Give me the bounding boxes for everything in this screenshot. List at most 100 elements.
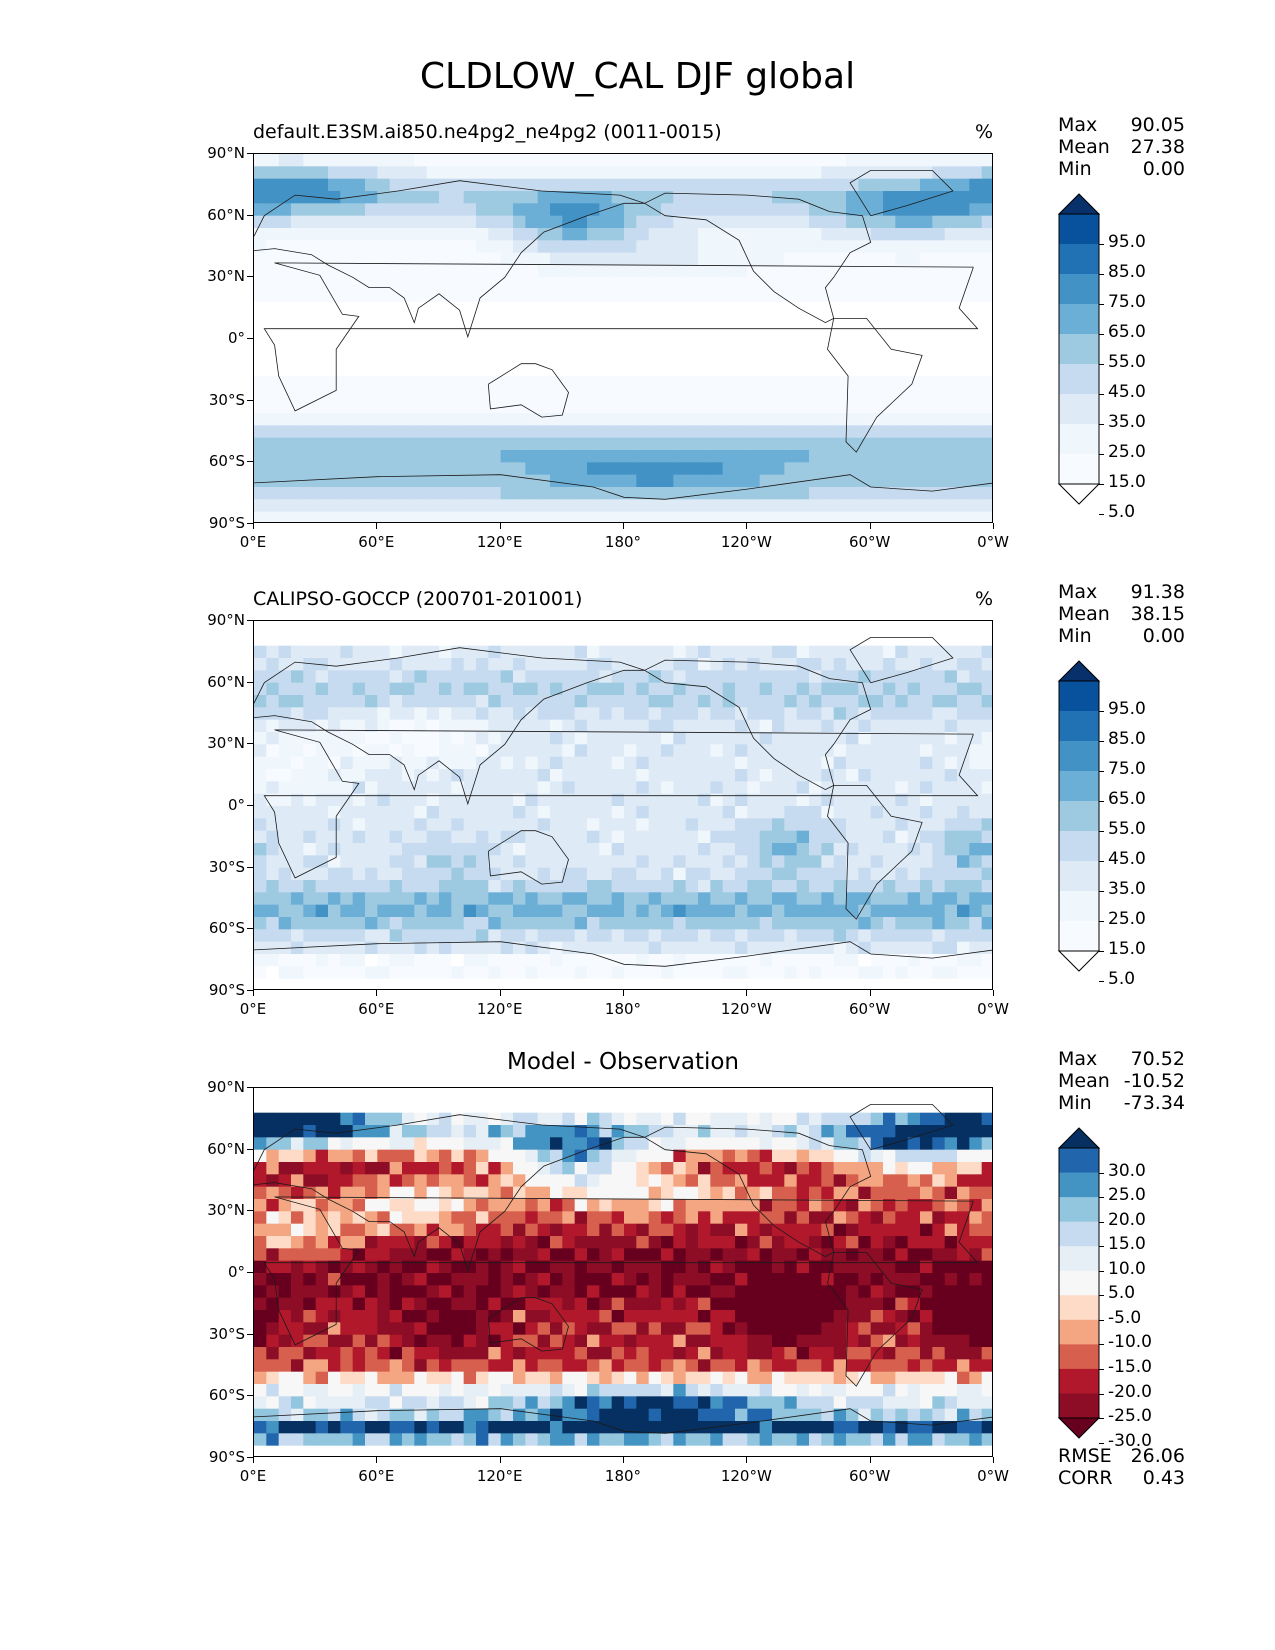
map-cell — [932, 450, 946, 463]
map-cell — [365, 1199, 378, 1212]
map-cell — [759, 228, 773, 241]
map-cell — [476, 326, 489, 340]
map-cell — [735, 793, 748, 807]
map-cell — [821, 707, 835, 721]
map-cell — [957, 867, 970, 881]
map-cell — [661, 425, 674, 439]
map-cell — [377, 499, 391, 513]
map-cell — [624, 215, 637, 229]
map-cell — [895, 252, 909, 266]
map-cell — [858, 929, 872, 943]
map-cell — [698, 1297, 711, 1311]
map-cell — [426, 892, 440, 906]
map-cell — [611, 339, 625, 352]
map-cell — [648, 1371, 662, 1385]
map-cell — [698, 1384, 711, 1397]
map-cell — [303, 326, 317, 340]
map-cell — [722, 621, 736, 634]
map-cell — [661, 645, 674, 659]
map-cell — [574, 892, 588, 906]
lon-tick-mark — [869, 990, 871, 996]
map-cell — [833, 351, 847, 365]
map-cell — [944, 178, 958, 192]
map-cell — [698, 978, 711, 989]
map-cell — [476, 1248, 489, 1262]
map-cell — [944, 682, 958, 696]
map-cell — [574, 744, 588, 758]
map-cell — [525, 756, 539, 770]
lon-tick-mark — [376, 990, 378, 996]
map-cell — [636, 277, 650, 291]
map-cell — [463, 1174, 477, 1188]
colorbar-tick — [1099, 771, 1104, 772]
map-cell — [278, 314, 292, 328]
map-cell — [722, 1125, 736, 1138]
map-cell — [439, 1137, 452, 1151]
map-cell — [895, 880, 909, 893]
map-cell — [772, 744, 785, 758]
map-cell — [624, 929, 637, 943]
map-cell — [562, 499, 576, 513]
map-cell — [722, 450, 736, 463]
map-cell — [932, 474, 946, 488]
map-cell — [340, 277, 354, 291]
map-cell — [439, 413, 452, 426]
map-cell — [439, 154, 452, 167]
map-cell — [488, 302, 502, 315]
map-cell — [685, 203, 699, 217]
map-cell — [648, 1260, 662, 1274]
stat-label-max: Max — [1058, 581, 1098, 603]
map-cell — [883, 277, 896, 291]
map-cell — [488, 228, 502, 241]
map-cell — [587, 756, 600, 770]
map-cell — [476, 1125, 489, 1138]
map-cell — [377, 450, 391, 463]
map-cell — [907, 400, 921, 414]
map-cell — [352, 1371, 366, 1385]
map-cell — [365, 1112, 378, 1126]
map-cell — [809, 240, 822, 254]
map-cell — [809, 658, 822, 671]
map-cell — [833, 326, 847, 340]
map-cell — [365, 658, 378, 671]
map-cell — [747, 215, 761, 229]
map-cell — [303, 1396, 317, 1410]
map-cell — [759, 682, 773, 696]
map-cell — [624, 756, 637, 770]
map-cell — [328, 499, 341, 513]
map-cell — [722, 252, 736, 266]
lat-tick-label: 60°S — [208, 919, 245, 938]
map-cell — [587, 487, 600, 500]
map-cell — [858, 670, 872, 684]
coastline-0 — [263, 262, 979, 412]
map-cell — [550, 511, 563, 522]
map-cell — [476, 966, 489, 980]
map-cell — [550, 954, 563, 967]
map-cell — [710, 695, 724, 708]
map-cell — [426, 191, 440, 204]
map-cell — [340, 487, 354, 500]
map-cell — [710, 474, 724, 488]
map-cell — [957, 487, 970, 500]
map-cell — [315, 302, 329, 315]
map-cell — [402, 830, 415, 844]
map-cell — [439, 1260, 452, 1274]
map-cell — [377, 1273, 391, 1286]
map-cell — [562, 1100, 576, 1114]
map-cell — [291, 892, 304, 906]
map-cell — [710, 1334, 724, 1348]
map-cell — [735, 929, 748, 943]
map-cell — [907, 326, 921, 340]
map-cell — [698, 1433, 711, 1447]
map-cell — [698, 351, 711, 365]
map-cell — [574, 1396, 588, 1410]
map-cell — [291, 978, 304, 989]
map-cell — [858, 376, 872, 389]
map-cell — [365, 302, 378, 315]
map-cell — [500, 941, 514, 955]
map-cell — [340, 941, 354, 955]
map-cell — [439, 1236, 452, 1249]
map-cell — [710, 1273, 724, 1286]
map-cell — [414, 1112, 428, 1126]
map-cell — [636, 1236, 650, 1249]
